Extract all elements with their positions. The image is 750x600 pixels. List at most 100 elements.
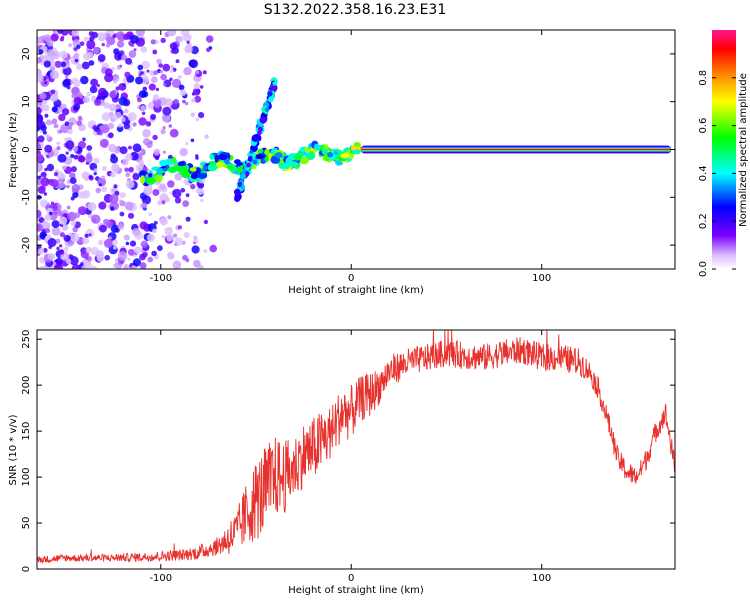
spectrogram-blob bbox=[209, 154, 215, 160]
spectrogram-blob bbox=[299, 156, 309, 165]
spectrogram-blob bbox=[37, 185, 46, 194]
spectrogram-blob bbox=[135, 164, 143, 172]
spectrogram-blob bbox=[183, 67, 192, 76]
spectrogram-blob bbox=[86, 91, 91, 97]
spectrogram-blob bbox=[111, 67, 115, 71]
spectrogram-blob bbox=[175, 59, 180, 64]
spectrogram-blob bbox=[113, 48, 120, 55]
spectrogram-blob bbox=[56, 141, 60, 146]
spectrogram-blob bbox=[152, 189, 160, 196]
spectrogram-blob bbox=[137, 64, 144, 71]
spectrogram-blob bbox=[193, 82, 201, 90]
spectrogram-blob bbox=[103, 238, 114, 248]
spectrogram-blob bbox=[238, 183, 242, 187]
spectrogram-blob bbox=[249, 149, 254, 154]
colorbar-ticks: 0.0 0.2 0.4 0.6 0.8 bbox=[698, 70, 736, 277]
spectrogram-blob bbox=[54, 172, 59, 177]
spectrogram-blob bbox=[72, 79, 81, 88]
spectrogram-blob bbox=[40, 124, 47, 132]
spectrogram-blob bbox=[103, 143, 108, 148]
spectrogram-blob bbox=[37, 209, 42, 219]
spectrogram-blob bbox=[71, 184, 81, 193]
spectrogram-blob bbox=[185, 142, 189, 146]
spectrogram-blob bbox=[167, 251, 174, 259]
spectrogram-blob bbox=[162, 63, 171, 72]
spectrogram-blob bbox=[71, 30, 79, 37]
spectrogram-blob bbox=[77, 206, 87, 216]
spectrogram-blob bbox=[118, 96, 128, 106]
spectrogram-blob bbox=[152, 94, 160, 101]
spectrogram-blob bbox=[40, 61, 44, 65]
spectrogram-blob bbox=[148, 173, 153, 178]
spectrogram-blob bbox=[124, 108, 129, 114]
spectrogram-blob bbox=[43, 60, 51, 68]
spectrogram-blob bbox=[132, 173, 140, 181]
spectrogram-blob bbox=[76, 44, 81, 49]
spectrogram-blob bbox=[54, 152, 58, 157]
spectrogram-blob bbox=[156, 58, 162, 65]
spectrogram-blob bbox=[64, 137, 68, 141]
spectrogram-blob bbox=[127, 257, 131, 261]
spectrogram-y-tick-label: 20 bbox=[21, 48, 32, 61]
spectrogram-blob bbox=[65, 140, 75, 150]
spectrogram-blob bbox=[194, 95, 202, 103]
spectrogram-blob bbox=[340, 153, 350, 159]
spectrogram-blob bbox=[112, 239, 118, 246]
snr-x-tick-label: -100 bbox=[149, 573, 172, 584]
spectrogram-blob bbox=[123, 264, 130, 269]
spectrogram-blob bbox=[59, 50, 68, 59]
spectrogram-blob bbox=[59, 37, 65, 42]
spectrogram-blob bbox=[96, 83, 100, 88]
spectrogram-blob bbox=[182, 254, 188, 261]
spectrogram-blob bbox=[101, 165, 107, 172]
spectrogram-blob bbox=[97, 54, 106, 62]
spectrogram-blob bbox=[91, 31, 99, 39]
spectrogram-x-tick-label: -100 bbox=[149, 273, 172, 284]
spectrogram-blob bbox=[179, 170, 184, 176]
spectrogram-blob bbox=[159, 217, 168, 226]
spectrogram-blob bbox=[63, 234, 71, 242]
spectrogram-blob bbox=[125, 57, 133, 65]
spectrogram-blob bbox=[203, 219, 209, 225]
spectrogram-blob bbox=[302, 151, 308, 157]
spectrogram-blob bbox=[193, 235, 198, 240]
spectrogram-blob bbox=[108, 111, 115, 118]
spectrogram-blob bbox=[136, 30, 145, 37]
spectrogram-blob bbox=[98, 183, 102, 187]
spectrogram-blob bbox=[65, 258, 72, 265]
spectrogram-blob bbox=[37, 126, 40, 132]
spectrogram-blob bbox=[174, 237, 183, 246]
colorbar: 0.0 0.2 0.4 0.6 0.8 Normalized spectral ampl… bbox=[698, 30, 749, 277]
spectrogram-blob bbox=[37, 36, 42, 44]
spectrogram-blob bbox=[186, 42, 193, 49]
spectrogram-blob bbox=[44, 214, 52, 221]
spectrogram-blob bbox=[116, 65, 122, 70]
spectrogram-blob bbox=[120, 117, 126, 123]
spectrogram-blob bbox=[85, 246, 92, 254]
spectrogram-blob bbox=[125, 153, 133, 161]
spectrogram-y-tick-label: -10 bbox=[21, 189, 32, 205]
spectrogram-blob bbox=[353, 142, 361, 147]
spectrogram-blob bbox=[46, 134, 51, 139]
spectrogram-blob bbox=[90, 78, 98, 87]
spectrogram-blob bbox=[158, 63, 163, 68]
spectrogram-blob bbox=[113, 184, 118, 189]
spectrogram-blob bbox=[73, 47, 78, 51]
spectrogram-blob bbox=[71, 264, 81, 269]
spectrogram-blob bbox=[141, 60, 150, 70]
spectrogram-blob bbox=[39, 265, 45, 269]
spectrogram-blob bbox=[127, 112, 137, 122]
spectrogram-blob bbox=[78, 155, 86, 163]
spectrogram-blob bbox=[62, 79, 71, 88]
spectrogram-blob bbox=[93, 168, 98, 173]
spectrogram-x-tick-label: 0 bbox=[348, 273, 354, 284]
spectrogram-blob bbox=[272, 81, 278, 86]
spectrogram-blob bbox=[207, 163, 217, 172]
spectrogram-blob bbox=[104, 254, 110, 261]
spectrogram-blob bbox=[140, 46, 148, 53]
spectrogram-blob bbox=[88, 233, 92, 237]
spectrogram-blob bbox=[128, 167, 134, 173]
spectrogram-blob bbox=[119, 192, 126, 199]
figure-title: S132.2022.358.16.23.E31 bbox=[263, 2, 447, 18]
spectrogram-blob bbox=[159, 159, 168, 167]
